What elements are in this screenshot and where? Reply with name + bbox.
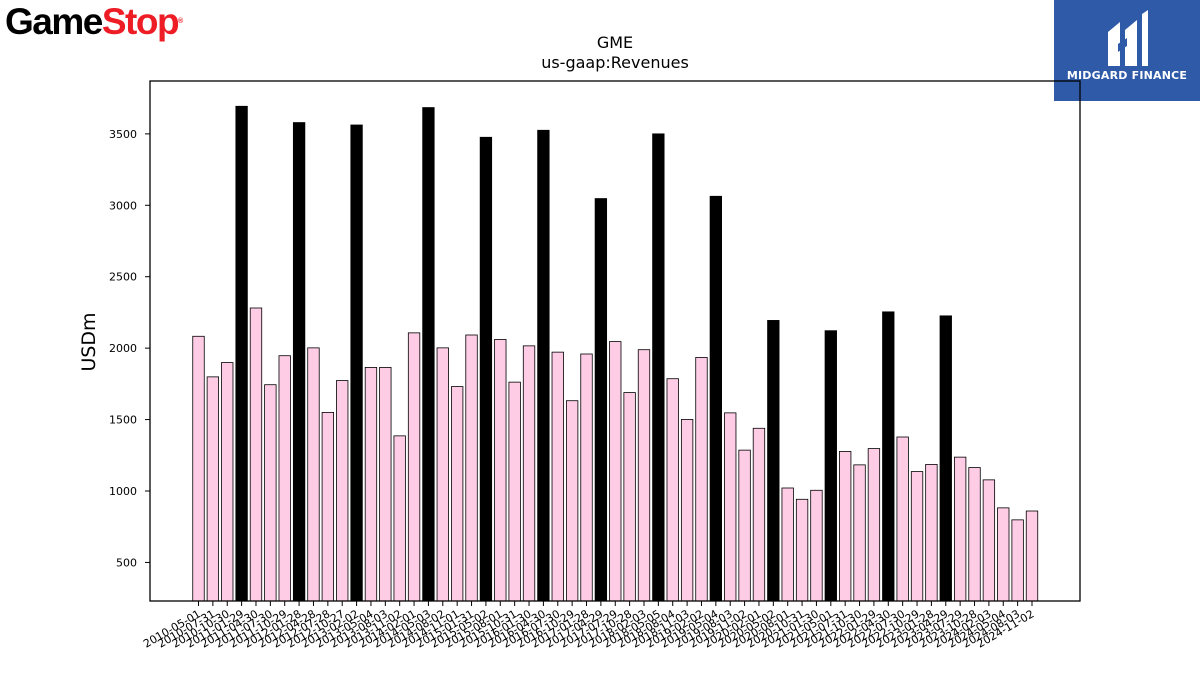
- bar: [522, 345, 536, 602]
- bar: [407, 332, 421, 602]
- y-axis: 500 1000 1500 2000 2500 3000 3500: [109, 128, 150, 569]
- y-tick-label: 2000: [109, 342, 137, 355]
- bar: [508, 381, 521, 602]
- bar: [853, 464, 866, 602]
- bar: [652, 133, 665, 602]
- bar: [767, 320, 780, 602]
- bar: [810, 489, 823, 602]
- bar: [752, 427, 766, 602]
- bar: [1011, 519, 1024, 602]
- y-tick-label: 3500: [109, 128, 137, 141]
- y-tick-label: 2500: [109, 271, 137, 284]
- bar: [982, 479, 996, 602]
- bar: [422, 107, 435, 602]
- bar: [551, 351, 564, 602]
- bar: [436, 347, 449, 602]
- bar: [939, 315, 952, 602]
- plot-frame: [149, 80, 1081, 602]
- bar: [451, 386, 464, 602]
- bar: [709, 195, 722, 602]
- y-tick-label: 1500: [109, 414, 137, 427]
- bar: [249, 307, 263, 602]
- bar: [379, 367, 392, 602]
- bar: [609, 341, 622, 602]
- bar: [307, 347, 320, 602]
- bar: [882, 311, 895, 602]
- bar: [565, 400, 579, 602]
- bar: [292, 122, 306, 602]
- logo-stop-text: Stop: [101, 1, 180, 42]
- bar: [235, 105, 248, 602]
- logo-registered-mark: ®: [178, 18, 183, 25]
- bar: [264, 384, 277, 602]
- bar: [192, 335, 205, 602]
- bar: [321, 412, 334, 602]
- bar: [724, 412, 737, 602]
- y-tick-label: 500: [116, 556, 137, 569]
- bar: [781, 487, 794, 602]
- y-tick-label: 3000: [109, 199, 137, 212]
- bar: [206, 376, 220, 602]
- x-axis: 2010-05-012010-07-312010-10-302011-01-29…: [141, 601, 1037, 651]
- bar: [839, 451, 852, 602]
- bar: [594, 198, 608, 602]
- bar: [795, 498, 809, 602]
- bar: [910, 471, 924, 602]
- bar: [666, 378, 679, 602]
- bar: [637, 349, 651, 602]
- bars-group: [192, 105, 1039, 602]
- chart-subtitle: us-gaap:Revenues: [541, 53, 689, 72]
- watermark-text: MIDGARD FINANCE: [1066, 69, 1188, 82]
- bar: [494, 339, 507, 602]
- bar: [350, 124, 363, 602]
- bar: [968, 467, 981, 602]
- bar: [738, 449, 751, 602]
- gamestop-logo: GameStop®: [5, 1, 183, 42]
- bar: [896, 436, 909, 602]
- midgard-monogram-icon: [1108, 10, 1148, 66]
- bar: [364, 367, 378, 602]
- logo-game-text: Game: [5, 1, 103, 42]
- bar: [336, 380, 349, 602]
- bar: [680, 419, 694, 602]
- bar: [695, 357, 708, 602]
- bar: [537, 129, 550, 602]
- chart-title: GME: [597, 33, 633, 52]
- bar: [997, 507, 1010, 602]
- y-axis-label: USDm: [78, 312, 100, 371]
- bar: [278, 355, 291, 602]
- y-tick-label: 1000: [109, 485, 137, 498]
- midgard-finance-logo: MIDGARD FINANCE: [1054, 0, 1200, 101]
- bar: [221, 362, 234, 602]
- bar: [479, 136, 493, 602]
- bar: [954, 456, 967, 602]
- bar: [623, 392, 636, 602]
- bar: [465, 334, 478, 602]
- bar: [824, 330, 837, 602]
- bar: [925, 464, 938, 602]
- bar: [393, 435, 406, 602]
- bar: [867, 448, 881, 602]
- bar: [580, 353, 593, 602]
- bar: [1025, 510, 1039, 602]
